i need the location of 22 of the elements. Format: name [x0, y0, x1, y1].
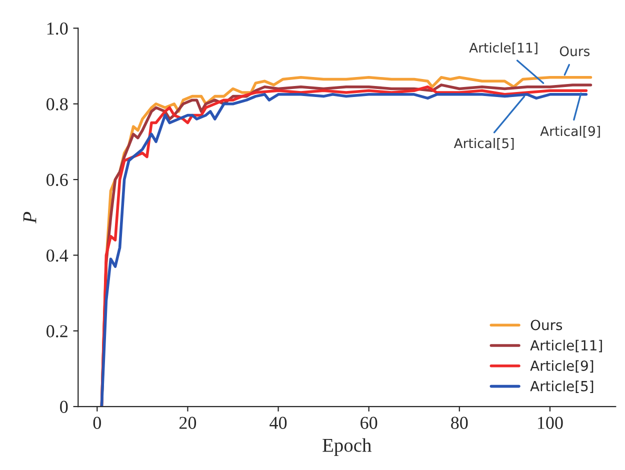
- x-tick-label: 0: [93, 416, 101, 429]
- x-tick-label: 100: [538, 416, 563, 429]
- x-tick-label: 60: [360, 416, 378, 429]
- annotation: Artical[9]: [540, 126, 600, 138]
- y-axis-title: P: [23, 212, 36, 224]
- x-tick-label: 40: [270, 416, 287, 429]
- y-tick-label: 0.8: [46, 98, 68, 110]
- x-axis-title: Epoch: [322, 438, 372, 456]
- annotation: Artical[5]: [454, 138, 514, 150]
- y-tick-label: 0.6: [46, 174, 68, 186]
- annotation: Article[11]: [469, 42, 538, 54]
- legend-label: Article[11]: [530, 340, 602, 352]
- y-tick-label: 0.4: [46, 249, 68, 262]
- x-tick-label: 80: [451, 416, 468, 429]
- y-tick-label: 0.2: [46, 325, 68, 338]
- x-tick-label: 20: [179, 416, 196, 429]
- y-tick-label: 0: [60, 400, 68, 413]
- annotation: Ours: [560, 46, 590, 56]
- legend-label: Article[9]: [530, 360, 594, 373]
- y-tick-label: 1.0: [47, 22, 68, 35]
- legend-label: Article[5]: [530, 380, 594, 393]
- legend-label: Ours: [530, 320, 562, 330]
